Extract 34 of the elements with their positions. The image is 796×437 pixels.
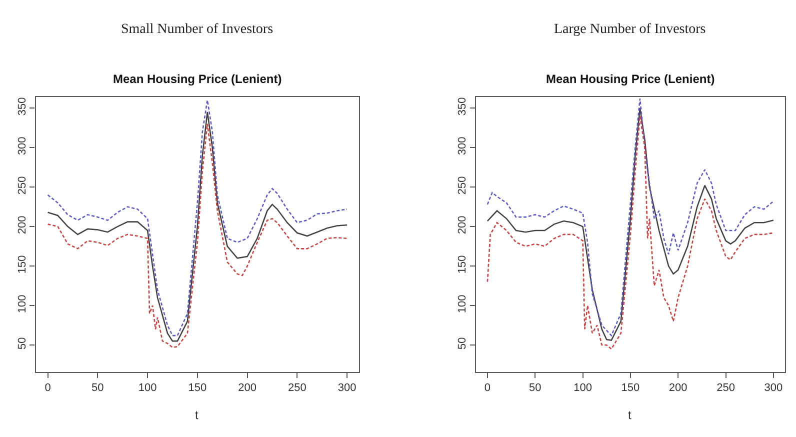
y-tick-label: 100	[16, 294, 28, 314]
x-tick-label: 200	[238, 382, 256, 394]
y-tick-label: 250	[16, 176, 28, 195]
x-tick-label: 250	[288, 382, 306, 394]
y-tick-label: 300	[456, 136, 469, 156]
x-axis-title: t	[195, 408, 199, 422]
y-tick-label: 100	[456, 294, 469, 314]
x-tick-label: 100	[574, 382, 592, 394]
y-tick-label: 200	[456, 216, 469, 234]
y-tick-label: 50	[16, 337, 28, 350]
y-tick-label: 350	[456, 97, 469, 116]
x-tick-label: 300	[764, 382, 783, 394]
y-tick-label: 150	[16, 255, 28, 274]
x-tick-label: 50	[528, 382, 542, 394]
x-axis-title: t	[628, 408, 632, 422]
chart-subtitle: Large Number of Investors	[554, 22, 706, 37]
x-tick-label: 50	[92, 382, 104, 394]
x-tick-label: 100	[138, 382, 157, 394]
chart-title: Mean Housing Price (Lenient)	[546, 72, 715, 86]
x-tick-label: 0	[44, 382, 51, 394]
y-tick-label: 350	[16, 97, 28, 116]
chart-subtitle: Small Number of Investors	[121, 22, 274, 37]
y-tick-label: 250	[456, 176, 469, 195]
x-tick-label: 250	[716, 382, 735, 394]
chart-title: Mean Housing Price (Lenient)	[113, 72, 282, 86]
x-tick-label: 300	[338, 382, 356, 394]
y-tick-label: 300	[16, 136, 28, 156]
y-tick-label: 150	[456, 255, 469, 274]
y-tick-label: 200	[16, 216, 28, 234]
x-tick-label: 150	[188, 382, 207, 394]
x-tick-label: 150	[621, 382, 640, 394]
y-tick-label: 50	[456, 337, 469, 350]
x-tick-label: 0	[484, 382, 491, 394]
x-tick-label: 200	[668, 382, 688, 394]
